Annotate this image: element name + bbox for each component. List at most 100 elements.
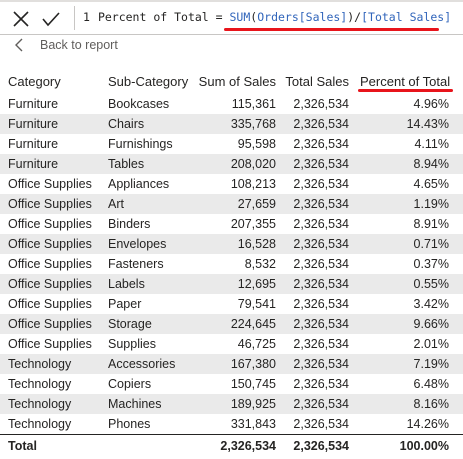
cell-sub-category: Envelopes	[108, 237, 167, 251]
cell-category: Office Supplies	[8, 297, 92, 311]
cell-category: Office Supplies	[8, 277, 92, 291]
column-highlight-underline	[358, 89, 453, 92]
cell-sum-of-sales: 95,598	[237, 137, 276, 151]
table-row[interactable]: Office Supplies Art 27,659 2,326,534 1.19%	[0, 194, 463, 214]
table-row[interactable]: Technology Accessories 167,380 2,326,534 7.1…	[0, 354, 463, 374]
cell-sub-category: Furnishings	[108, 137, 173, 151]
table-row[interactable]: Office Supplies Binders 207,355 2,326,534 8.…	[0, 214, 463, 234]
cell-sum-of-sales: 108,213	[230, 177, 276, 191]
cell-sum-of-sales: 189,925	[230, 397, 276, 411]
formula-highlight-underline	[224, 28, 439, 31]
cell-sum-of-sales: 331,843	[230, 417, 276, 431]
cell-sub-category: Tables	[108, 157, 145, 171]
table-row[interactable]: Office Supplies Storage 224,645 2,326,534 9.…	[0, 314, 463, 334]
cell-percent-of-total: 4.96%	[413, 97, 449, 111]
cell-sum-of-sales: 27,659	[237, 197, 276, 211]
cell-category: Furniture	[8, 117, 59, 131]
cell-total-sales: 2,326,534	[293, 317, 349, 331]
total-sum-of-sales: 2,326,534	[220, 439, 276, 453]
cell-percent-of-total: 8.16%	[413, 397, 449, 411]
function-name: SUM	[229, 10, 251, 24]
cell-percent-of-total: 4.11%	[414, 137, 449, 151]
table-row[interactable]: Office Supplies Labels 12,695 2,326,534 0.55…	[0, 274, 463, 294]
cell-percent-of-total: 0.37%	[413, 257, 449, 271]
header-percent-of-total[interactable]: Percent of Total	[360, 74, 451, 89]
cell-sub-category: Labels	[108, 277, 145, 291]
header-sub-category[interactable]: Sub-Category	[108, 74, 189, 89]
table-row[interactable]: Office Supplies Appliances 108,213 2,326,53…	[0, 174, 463, 194]
cell-category: Furniture	[8, 157, 59, 171]
cell-total-sales: 2,326,534	[293, 177, 349, 191]
cell-category: Office Supplies	[8, 177, 92, 191]
cell-sum-of-sales: 79,541	[237, 297, 276, 311]
chevron-left-icon	[12, 38, 26, 52]
paren-open: (	[250, 10, 258, 24]
table-header: Category Sub-Category Sum of Sales Total…	[0, 66, 463, 94]
cell-sub-category: Fasteners	[108, 257, 164, 271]
cell-total-sales: 2,326,534	[293, 117, 349, 131]
cell-sum-of-sales: 12,695	[237, 277, 276, 291]
cell-category: Technology	[8, 397, 72, 411]
cell-sub-category: Chairs	[108, 117, 145, 131]
table-row[interactable]: Technology Machines 189,925 2,326,534 8.16%	[0, 394, 463, 414]
cell-sum-of-sales: 8,532	[244, 257, 276, 271]
table-row[interactable]: Furniture Bookcases 115,361 2,326,534 4.96%	[0, 94, 463, 114]
equals-operator: =	[208, 10, 230, 24]
table-row[interactable]: Office Supplies Supplies 46,725 2,326,534 2.…	[0, 334, 463, 354]
cell-percent-of-total: 7.19%	[413, 357, 449, 371]
line-number: 1	[83, 10, 90, 24]
cell-total-sales: 2,326,534	[293, 377, 349, 391]
header-total-sales[interactable]: Total Sales	[285, 74, 349, 89]
cell-total-sales: 2,326,534	[293, 97, 349, 111]
commit-formula-button[interactable]	[38, 6, 64, 32]
divide-operator: /	[354, 10, 362, 24]
cell-category: Office Supplies	[8, 197, 92, 211]
cell-category: Technology	[8, 357, 72, 371]
table-body: Furniture Bookcases 115,361 2,326,534 4.96% F…	[0, 94, 463, 434]
cell-sub-category: Supplies	[108, 337, 156, 351]
total-row: Total 2,326,534 2,326,534 100.00%	[0, 434, 463, 457]
table-row[interactable]: Office Supplies Envelopes 16,528 2,326,534 0…	[0, 234, 463, 254]
header-sum-of-sales[interactable]: Sum of Sales	[198, 74, 276, 89]
back-to-report-link[interactable]: Back to report	[12, 36, 118, 54]
cell-sub-category: Machines	[108, 397, 162, 411]
table-row[interactable]: Office Supplies Paper 79,541 2,326,534 3.42%	[0, 294, 463, 314]
cell-total-sales: 2,326,534	[293, 137, 349, 151]
checkmark-icon	[42, 12, 60, 27]
cell-sum-of-sales: 208,020	[230, 157, 276, 171]
cell-percent-of-total: 2.01%	[413, 337, 449, 351]
cell-percent-of-total: 14.43%	[406, 117, 449, 131]
table-row[interactable]: Technology Copiers 150,745 2,326,534 6.48%	[0, 374, 463, 394]
cell-percent-of-total: 9.66%	[413, 317, 449, 331]
cell-category: Office Supplies	[8, 217, 92, 231]
cell-sub-category: Copiers	[108, 377, 152, 391]
cell-sub-category: Phones	[108, 417, 151, 431]
cell-sub-category: Bookcases	[108, 97, 170, 111]
cell-percent-of-total: 14.26%	[406, 417, 449, 431]
header-category[interactable]: Category	[8, 74, 61, 89]
table-row[interactable]: Technology Phones 331,843 2,326,534 14.26%	[0, 414, 463, 434]
cell-total-sales: 2,326,534	[293, 197, 349, 211]
cell-sub-category: Binders	[108, 217, 151, 231]
cell-total-sales: 2,326,534	[293, 257, 349, 271]
cell-category: Furniture	[8, 137, 59, 151]
cell-total-sales: 2,326,534	[293, 337, 349, 351]
x-icon	[13, 11, 29, 27]
cancel-formula-button[interactable]	[8, 6, 34, 32]
cell-percent-of-total: 0.55%	[413, 277, 449, 291]
data-table: Category Sub-Category Sum of Sales Total…	[0, 66, 463, 457]
cell-category: Technology	[8, 377, 72, 391]
table-row[interactable]: Furniture Chairs 335,768 2,326,534 14.43%	[0, 114, 463, 134]
cell-total-sales: 2,326,534	[293, 217, 349, 231]
cell-percent-of-total: 0.71%	[413, 237, 449, 251]
cell-total-sales: 2,326,534	[293, 397, 349, 411]
cell-sum-of-sales: 16,528	[237, 237, 276, 251]
table-row[interactable]: Furniture Tables 208,020 2,326,534 8.94%	[0, 154, 463, 174]
paren-close: )	[347, 10, 355, 24]
cell-total-sales: 2,326,534	[293, 237, 349, 251]
cell-percent-of-total: 8.91%	[413, 217, 449, 231]
table-row[interactable]: Furniture Furnishings 95,598 2,326,534 4.11%	[0, 134, 463, 154]
table-row[interactable]: Office Supplies Fasteners 8,532 2,326,534 0.…	[0, 254, 463, 274]
cell-total-sales: 2,326,534	[293, 357, 349, 371]
formula-editor[interactable]: 1 Percent of Total = SUM(Orders[Sales])/[…	[80, 2, 463, 34]
